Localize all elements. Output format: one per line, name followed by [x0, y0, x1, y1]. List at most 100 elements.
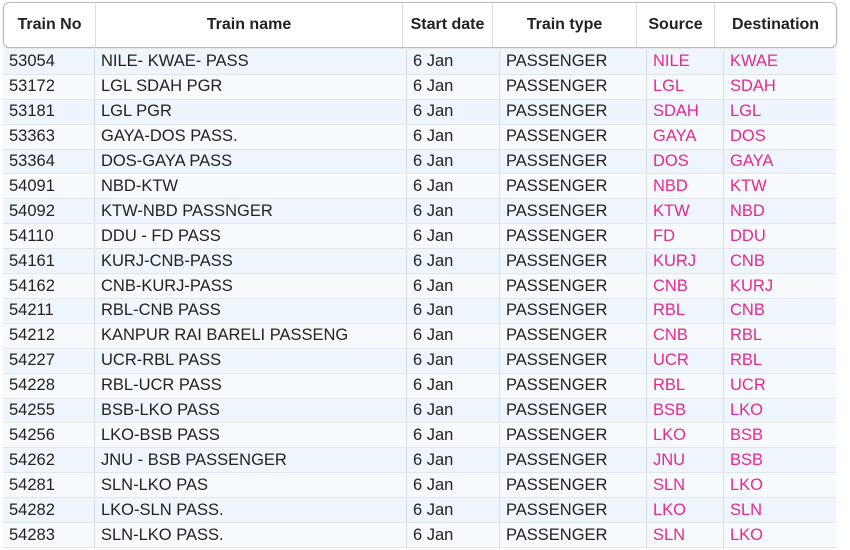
table-row: 54211 RBL-CNB PASS 6 Jan PASSENGER RBL CNB — [3, 299, 836, 324]
table-cell: SDAH — [730, 77, 776, 96]
table-cell: RBL — [730, 326, 763, 345]
table-cell: 6 Jan — [407, 149, 500, 174]
table-cell: 54282 — [3, 498, 95, 523]
table-cell: GAYA — [647, 124, 724, 149]
table-cell: GAYA — [730, 152, 774, 171]
table-cell: LKO — [647, 498, 724, 523]
table-cell: RBL-CNB PASS — [95, 299, 407, 323]
table-cell: KTW — [647, 199, 724, 224]
table-row: 54262 JNU - BSB PASSENGER 6 Jan PASSENGER JN… — [3, 448, 836, 474]
table-cell: 6 Jan — [407, 249, 500, 274]
table-cell: SLN — [647, 523, 724, 547]
table-cell: NBD — [730, 201, 765, 220]
table-cell: DOS — [730, 127, 766, 146]
table-cell: 54162 — [3, 274, 95, 298]
table-cell: PASSENGER — [500, 99, 647, 124]
table-cell: KURJ-CNB-PASS — [95, 249, 407, 274]
table-row: 54283 SLN-LKO PASS. 6 Jan PASSENGER SLN LKO — [3, 523, 836, 548]
table-row: 54281 SLN-LKO PAS 6 Jan PASSENGER SLN LKO — [3, 473, 836, 499]
table-cell: NBD — [647, 174, 724, 199]
table-cell: PASSENGER — [500, 348, 647, 373]
table-cell: CNB-KURJ-PASS — [95, 274, 407, 298]
table-cell: GAYA-DOS PASS. — [95, 124, 407, 149]
table-cell: 6 Jan — [407, 323, 500, 348]
table-cell: NILE — [647, 50, 724, 74]
table-cell: KWAE — [730, 52, 778, 71]
table-cell: PASSENGER — [500, 473, 647, 498]
table-cell: LKO-SLN PASS. — [95, 498, 407, 523]
table-cell: 6 Jan — [407, 50, 500, 74]
table-cell: PASSENGER — [500, 124, 647, 149]
table-cell: 6 Jan — [407, 124, 500, 149]
table-cell: 6 Jan — [407, 224, 500, 249]
table-cell: SLN — [647, 473, 724, 498]
table-row: 54255 BSB-LKO PASS 6 Jan PASSENGER BSB LKO — [3, 398, 836, 424]
table-cell: 54091 — [3, 174, 95, 199]
table-cell: FD — [647, 224, 724, 249]
table-cell: CNB — [647, 274, 724, 298]
table-cell: RBL — [647, 373, 724, 398]
table-cell: CNB — [647, 323, 724, 348]
table-cell: BSB-LKO PASS — [95, 398, 407, 423]
table-cell: 6 Jan — [407, 398, 500, 423]
table-row: 54256 LKO-BSB PASS 6 Jan PASSENGER LKO BSB — [3, 423, 836, 449]
table-cell: PASSENGER — [500, 149, 647, 174]
table-row: 54282 LKO-SLN PASS. 6 Jan PASSENGER LKO SLN — [3, 498, 836, 524]
table-cell: DOS — [647, 149, 724, 174]
table-cell: LGL PGR — [95, 99, 407, 124]
table-cell: PASSENGER — [500, 323, 647, 348]
table-cell: 6 Jan — [407, 423, 500, 448]
table-cell: 54283 — [3, 523, 95, 547]
table-row: 53363 GAYA-DOS PASS. 6 Jan PASSENGER GAYA DOS — [3, 124, 836, 150]
table-cell: 53181 — [3, 99, 95, 124]
table-cell: LKO-BSB PASS — [95, 423, 407, 448]
table-cell: PASSENGER — [500, 523, 647, 547]
table-cell: DDU - FD PASS — [95, 224, 407, 249]
table-cell: 6 Jan — [407, 498, 500, 523]
table-cell: PASSENGER — [500, 373, 647, 398]
table-cell: 54110 — [3, 224, 95, 249]
table-cell: 54228 — [3, 373, 95, 398]
table-cell: JNU — [647, 448, 724, 473]
table-cell: 54255 — [3, 398, 95, 423]
table-cell: 6 Jan — [407, 274, 500, 298]
table-cell: 6 Jan — [407, 523, 500, 547]
table-cell: 6 Jan — [407, 174, 500, 199]
column-header: Start date — [403, 3, 493, 47]
table-cell: 54256 — [3, 423, 95, 448]
table-cell: CNB — [730, 251, 765, 270]
table-cell: PASSENGER — [500, 74, 647, 99]
table-cell: LKO — [730, 525, 764, 544]
table-row: 54228 RBL-UCR PASS 6 Jan PASSENGER RBL UCR — [3, 373, 836, 399]
table-cell: LGL SDAH PGR — [95, 74, 407, 99]
table-cell: 6 Jan — [407, 299, 500, 323]
table-cell: PASSENGER — [500, 299, 647, 323]
table-cell: BSB — [730, 450, 764, 469]
column-header: Destination — [731, 16, 820, 33]
table-cell: PASSENGER — [500, 274, 647, 298]
table-cell: RBL — [647, 299, 724, 323]
table-row: 54162 CNB-KURJ-PASS 6 Jan PASSENGER CNB KURJ — [3, 274, 836, 299]
table-cell: 53364 — [3, 149, 95, 174]
table-cell: RBL-UCR PASS — [95, 373, 407, 398]
table-cell: PASSENGER — [500, 398, 647, 423]
table-row: 53181 LGL PGR 6 Jan PASSENGER SDAH LGL — [3, 99, 836, 125]
table-cell: KTW — [730, 176, 767, 195]
table-cell: 54212 — [3, 323, 95, 348]
table-cell: BSB — [730, 425, 764, 444]
table-row: 54092 KTW-NBD PASSNGER 6 Jan PASSENGER KTW NB… — [3, 199, 836, 225]
table-cell: PASSENGER — [500, 50, 647, 74]
table-row: 54212 KANPUR RAI BARELI PASSENG 6 Jan PASSE… — [3, 323, 836, 349]
table-cell: PASSENGER — [500, 224, 647, 249]
table-cell: KTW-NBD PASSNGER — [95, 199, 407, 224]
column-header: Train name — [96, 3, 403, 47]
table-cell: 6 Jan — [407, 373, 500, 398]
table-cell: SLN — [730, 500, 763, 519]
column-header: Source — [637, 3, 715, 47]
table-cell: SLN-LKO PASS. — [95, 523, 407, 547]
table-cell: PASSENGER — [500, 249, 647, 274]
table-cell: 6 Jan — [407, 448, 500, 473]
column-header: Train type — [493, 3, 637, 47]
table-row: 53054 NILE- KWAE- PASS 6 Jan PASSENGER NILE K… — [3, 50, 836, 75]
table-cell: KURJ — [730, 276, 774, 295]
